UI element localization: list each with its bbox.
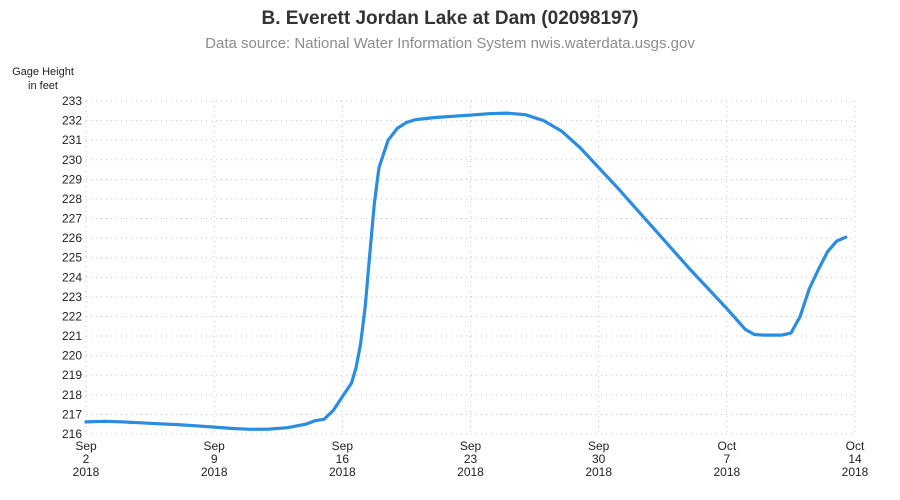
x-tick-label: 2018 [713, 465, 740, 479]
x-tick-label: Sep [588, 439, 610, 453]
x-tick-label: 2018 [585, 465, 612, 479]
y-tick-label: 217 [62, 407, 82, 421]
y-tick-label: 223 [62, 290, 82, 304]
y-axis-label-line-1: Gage Height [12, 66, 74, 78]
y-tick-label: 222 [62, 309, 82, 323]
x-tick-label: 7 [723, 452, 730, 466]
x-tick-label: Oct [717, 439, 736, 453]
y-tick-label: 228 [62, 192, 82, 206]
grid-layer [85, 100, 856, 435]
x-tick-label: 2018 [73, 465, 100, 479]
y-tick-label: 233 [62, 94, 82, 108]
x-tick-label: 2018 [842, 465, 869, 479]
y-tick-label: 227 [62, 212, 82, 226]
y-tick-label: 219 [62, 368, 82, 382]
chart-subtitle: Data source: National Water Information … [205, 35, 695, 52]
y-tick-label: 224 [62, 270, 82, 284]
chart-title: B. Everett Jordan Lake at Dam (02098197) [261, 8, 639, 29]
x-tick-label: 16 [336, 452, 350, 466]
y-tick-label: 226 [62, 231, 82, 245]
x-tick-label: Sep [460, 439, 482, 453]
y-tick-label: 230 [62, 153, 82, 167]
y-tick-label: 220 [62, 349, 82, 363]
x-tick-label: 23 [464, 452, 478, 466]
x-tick-label: 9 [211, 452, 218, 466]
y-tick-label: 225 [62, 251, 82, 265]
x-tick-label: 2 [83, 452, 90, 466]
x-tick-label: Sep [203, 439, 225, 453]
series-layer [84, 111, 848, 431]
x-tick-label: 14 [848, 452, 862, 466]
y-tick-label: 218 [62, 388, 82, 402]
x-tick-label: Sep [332, 439, 354, 453]
x-tick-label: 30 [592, 452, 606, 466]
x-tick-label: Oct [846, 439, 865, 453]
x-tick-label: 2018 [457, 465, 484, 479]
y-axis-label-line-2: in feet [28, 80, 58, 92]
y-tick-label: 229 [62, 172, 82, 186]
y-tick-label: 231 [62, 133, 82, 147]
x-tick-label: Sep [75, 439, 97, 453]
x-tick-label: 2018 [201, 465, 228, 479]
y-tick-label: 216 [62, 427, 82, 441]
y-tick-label: 232 [62, 114, 82, 128]
y-axis-label: Gage Height in feet [2, 65, 84, 93]
axis-layer: 2162172182192202212222232242252262272282… [62, 94, 869, 479]
x-tick-label: 2018 [329, 465, 356, 479]
gage-height-series-line [84, 111, 848, 431]
y-tick-label: 221 [62, 329, 82, 343]
